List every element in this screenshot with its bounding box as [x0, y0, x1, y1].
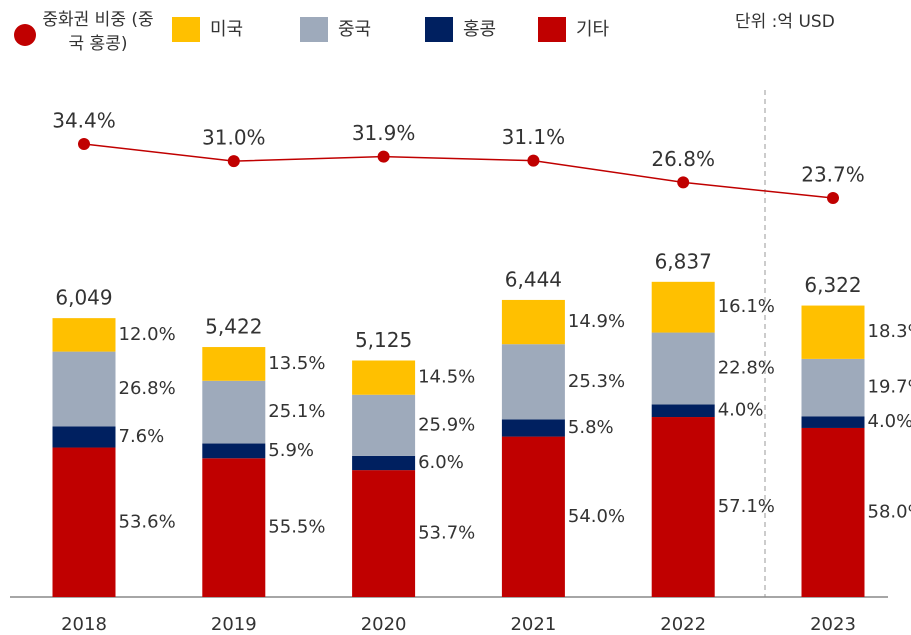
bar-segment — [352, 470, 416, 597]
legend-label: 홍콩 — [463, 19, 496, 40]
bar-segment — [501, 344, 565, 420]
segment-label: 16.1% — [718, 296, 775, 317]
share-marker — [677, 176, 690, 189]
segment-label: 4.0% — [718, 400, 764, 421]
segment-label: 5.8% — [568, 417, 614, 438]
bar-segment — [801, 416, 865, 428]
segment-label: 13.5% — [268, 353, 325, 374]
segment-label: 58.0% — [868, 501, 911, 522]
total-label: 6,837 — [655, 249, 712, 273]
segment-label: 4.0% — [868, 411, 911, 432]
bar-segment — [352, 360, 416, 395]
segment-label: 55.5% — [268, 517, 325, 538]
bar-segment — [52, 318, 116, 352]
x-tick-label: 2023 — [810, 614, 856, 635]
share-line — [83, 143, 834, 199]
share-marker — [78, 137, 90, 150]
bar-segment — [651, 404, 715, 418]
legend-line-label: 중화권 비중 (중국 홍콩) — [42, 10, 154, 54]
share-marker — [527, 154, 540, 167]
total-label: 6,049 — [55, 286, 112, 310]
legend-label: 기타 — [576, 19, 610, 40]
bar-segment — [801, 427, 865, 597]
segment-label: 12.0% — [119, 324, 176, 345]
segment-label: 53.7% — [418, 523, 475, 544]
bar-segment — [801, 305, 865, 359]
share-label: 34.4% — [52, 108, 116, 132]
bar-segment — [52, 351, 116, 427]
x-tick-label: 2018 — [61, 614, 107, 635]
bar-segment — [501, 436, 565, 597]
bar-segment — [801, 358, 865, 417]
unit-note: 단위 :억 USD — [735, 12, 835, 32]
total-label: 6,322 — [804, 273, 861, 297]
share-marker — [827, 192, 839, 205]
bar-segment — [202, 380, 266, 444]
segment-label: 18.3% — [868, 321, 911, 342]
segment-label: 57.1% — [718, 496, 775, 517]
legend-swatch — [538, 17, 566, 42]
segment-label: 25.3% — [568, 371, 625, 392]
bar-segment — [501, 419, 565, 437]
legend-label: 미국 — [210, 19, 243, 40]
share-label: 31.1% — [502, 125, 566, 149]
segment-label: 5.9% — [268, 440, 314, 461]
segment-label: 26.8% — [119, 378, 176, 399]
bar-segment — [651, 332, 715, 405]
segment-label: 7.6% — [119, 426, 165, 447]
segment-label: 22.8% — [718, 357, 775, 378]
bar-segment — [202, 458, 266, 597]
legend-label: 중국 — [338, 19, 371, 40]
segment-label: 25.9% — [418, 414, 475, 435]
bar-segment — [501, 299, 565, 345]
x-tick-label: 2019 — [211, 614, 257, 635]
bar-segment — [202, 443, 266, 459]
bar-segment — [651, 281, 715, 333]
x-tick-label: 2022 — [660, 614, 706, 635]
bar-segment — [651, 417, 715, 597]
segment-label: 14.5% — [418, 367, 475, 388]
total-label: 6,444 — [505, 267, 562, 291]
x-tick-label: 2020 — [361, 614, 407, 635]
total-label: 5,422 — [205, 315, 262, 339]
share-label: 31.0% — [202, 126, 266, 150]
share-marker — [227, 155, 240, 168]
segment-label: 25.1% — [268, 401, 325, 422]
x-tick-label: 2021 — [510, 614, 556, 635]
legend-swatch — [425, 17, 453, 42]
segment-label: 54.0% — [568, 506, 625, 527]
bar-segment — [352, 455, 416, 471]
bar-segment — [352, 394, 416, 456]
legend-line-marker — [14, 24, 36, 46]
segment-label: 19.7% — [868, 377, 911, 398]
legend-swatch — [172, 17, 200, 42]
bar-segment — [52, 426, 116, 448]
segment-label: 6.0% — [418, 452, 464, 473]
bar-segment — [52, 447, 116, 597]
total-label: 5,125 — [355, 328, 412, 352]
segment-label: 14.9% — [568, 311, 625, 332]
segment-label: 53.6% — [119, 511, 176, 532]
share-label: 26.8% — [651, 147, 715, 171]
legend-swatch — [300, 17, 328, 42]
bar-segment — [202, 347, 266, 381]
share-label: 23.7% — [801, 163, 865, 187]
share-label: 31.9% — [352, 121, 416, 145]
share-marker — [377, 150, 390, 163]
